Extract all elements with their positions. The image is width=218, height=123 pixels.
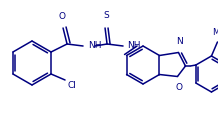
Text: O: O xyxy=(176,84,183,92)
Text: Me: Me xyxy=(212,28,218,37)
Text: Cl: Cl xyxy=(67,81,76,90)
Text: S: S xyxy=(103,11,109,20)
Text: NH: NH xyxy=(88,40,102,49)
Text: N: N xyxy=(176,37,183,46)
Text: NH: NH xyxy=(127,40,141,49)
Text: O: O xyxy=(59,12,66,21)
